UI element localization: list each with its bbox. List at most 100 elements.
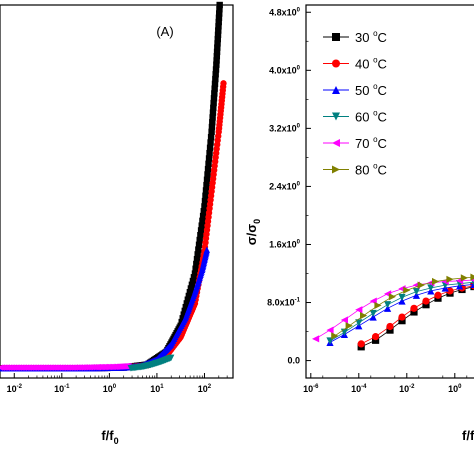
panel-a-x-tick-label-exp: 1 — [160, 384, 164, 390]
panel-a-data-point — [195, 241, 203, 248]
panel-b-data-point — [398, 297, 406, 305]
panel-b-data-point — [386, 322, 394, 331]
panel-b-data-point — [340, 316, 348, 324]
panel-b-series-5 — [331, 273, 474, 340]
legend-label: 80 oC — [355, 162, 387, 178]
panel-a-data-point — [205, 155, 213, 162]
panel-a-data-point — [186, 289, 194, 296]
panel-b-data-point — [470, 273, 474, 281]
panel-a-data-point — [193, 255, 201, 263]
legend-label: 40 oC — [355, 56, 387, 72]
panel-b-data-point — [412, 288, 420, 296]
panel-b-data-point — [417, 281, 425, 289]
panel-b-data-point — [422, 297, 430, 305]
panel-b-data-point — [369, 313, 377, 321]
legend-label-degree: o — [373, 56, 378, 65]
panel-a-x-tick-label-base: 10 — [54, 384, 64, 394]
panel-b-y-tick-label: 0.0 — [287, 356, 300, 366]
legend-label-unit: C — [378, 163, 387, 178]
panel-b-data-point — [372, 333, 380, 341]
panel-a-data-point — [203, 181, 210, 189]
panel-a-data-point — [192, 265, 199, 272]
legend-marker — [332, 165, 340, 174]
panel-b-y-tick-label-exp: 0 — [297, 239, 301, 245]
panel-b-chart: 0.08.0x10-11.6x1002.4x1003.2x1004.0x1004… — [244, 4, 474, 443]
panel-b-data-point — [345, 322, 353, 330]
panel-b-y-axis-title: σ/σ0 — [244, 219, 262, 245]
panel-b-data-point — [355, 306, 363, 314]
panel-b-x-tick-label: 10-2 — [399, 384, 415, 394]
panel-a-data-point — [198, 222, 205, 229]
panel-a-data-point — [197, 231, 204, 239]
panel-a-data-point — [197, 227, 205, 234]
panel-a-x-tick-label-base: 10 — [7, 384, 17, 394]
panel-a-data-point — [200, 208, 207, 215]
panel-a-data-point — [184, 296, 192, 303]
panel-b-y-tick-label: 4.8x100 — [269, 7, 301, 17]
panel-b-data-point — [360, 311, 368, 320]
panel-a-data-point — [167, 354, 175, 362]
panel-a-x-axis-title-main: f/f — [101, 428, 114, 443]
panel-a-data-point — [215, 14, 223, 21]
legend-marker — [332, 59, 340, 68]
panel-a-data-point — [211, 85, 218, 92]
panel-a-data-point — [201, 203, 208, 210]
panel-b-data-point — [410, 308, 418, 316]
panel-b-y-tick-label: 4.0x100 — [269, 65, 301, 75]
panel-b-y-tick-label-base: 8.0x10 — [267, 298, 295, 308]
panel-a-data-point — [195, 246, 202, 253]
legend-label-unit: C — [378, 110, 387, 125]
panel-b-data-point — [326, 326, 334, 334]
panel-a-data-point — [207, 139, 214, 146]
panel-a-frame — [0, 4, 234, 379]
panel-a-x-tick-label: 102 — [198, 384, 212, 394]
panel-b-y-tick-label-exp: 0 — [297, 7, 301, 13]
panel-a-data-point — [215, 23, 222, 30]
panel-a-data-point — [216, 6, 223, 13]
panel-b-y-axis-title-main: σ/σ — [244, 224, 259, 246]
panel-b-y-tick-label: 3.2x100 — [269, 123, 301, 133]
legend-label-degree: o — [373, 109, 378, 118]
panel-b-data-point — [398, 317, 406, 325]
panel-b-data-point — [460, 274, 468, 282]
legend-label-degree: o — [373, 82, 378, 91]
panel-a-data-point — [214, 31, 222, 39]
panel-a-data-point — [214, 44, 221, 51]
panel-a-x-tick-label-exp: -1 — [64, 384, 70, 390]
panel-a-data-point — [193, 260, 200, 268]
panel-b-data-point — [355, 319, 363, 327]
panel-a-data-point — [199, 212, 207, 220]
legend-label-value: 40 — [355, 57, 373, 72]
panel-a-data-point — [201, 197, 209, 205]
panel-a-x-axis-title: f/f0 — [101, 428, 118, 446]
panel-a-data-point — [179, 315, 186, 322]
panel-b-data-point — [384, 301, 392, 309]
panel-b-x-tick-label-base: 10 — [303, 384, 313, 394]
panel-b-data-point — [357, 340, 365, 348]
panel-b-series-line — [361, 286, 474, 348]
panel-b-data-point — [388, 293, 396, 301]
panel-b-data-point — [369, 309, 377, 318]
panel-a-data-point — [209, 109, 217, 116]
panel-a-data-point — [210, 95, 218, 102]
panel-a-x-tick-label: 10-2 — [7, 384, 23, 394]
panel-b-data-point — [446, 275, 454, 283]
panel-b-data-point — [372, 336, 380, 344]
panel-b-y-tick-label-base: 2.4x10 — [269, 181, 297, 191]
panel-b-y-tick-label-base: 1.6x10 — [269, 239, 297, 249]
panel-a-data-point — [213, 57, 220, 64]
panel-a-data-point — [204, 171, 211, 178]
panel-b-data-point — [386, 326, 394, 334]
panel-b-data-point — [412, 291, 420, 299]
panel-b-data-point — [446, 287, 454, 295]
panel-a-x-axis-title-sub: 0 — [114, 436, 119, 446]
panel-a-data-point — [208, 123, 216, 131]
panel-a-x-tick-label: 10-1 — [54, 384, 70, 394]
panel-a-series-2 — [0, 246, 211, 372]
panel-a-data-point — [212, 75, 219, 83]
panel-a-data-point — [213, 52, 221, 60]
panel-a-data-point — [199, 217, 206, 225]
panel-a-data-point — [191, 270, 199, 277]
panel-b-y-tick-label-exp: 0 — [297, 181, 301, 187]
